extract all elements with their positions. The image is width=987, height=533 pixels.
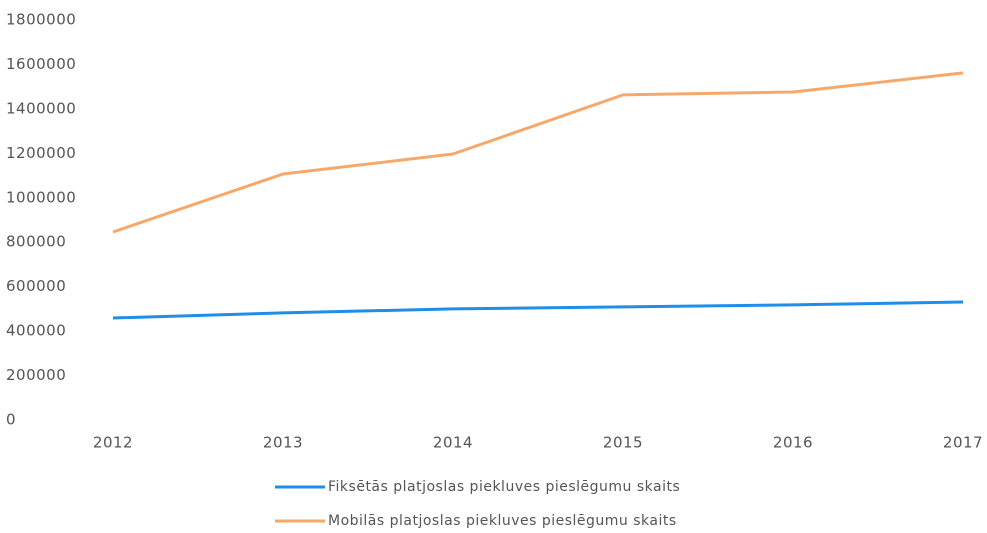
- x-tick-label: 2016: [773, 434, 813, 452]
- y-tick-label: 1400000: [6, 99, 76, 117]
- x-tick-label: 2015: [603, 434, 643, 452]
- y-tick-label: 600000: [6, 277, 66, 295]
- legend-label: Mobilās platjoslas piekluves pieslēgumu …: [328, 513, 677, 529]
- x-tick-label: 2017: [943, 434, 983, 452]
- y-tick-label: 1200000: [6, 144, 76, 162]
- y-tick-label: 0: [6, 411, 16, 429]
- series-line: [113, 302, 963, 318]
- y-tick-label: 1600000: [6, 55, 76, 73]
- x-tick-label: 2012: [93, 434, 133, 452]
- y-tick-label: 800000: [6, 233, 66, 251]
- legend-label: Fiksētās platjoslas piekluves pieslēgumu…: [328, 479, 680, 495]
- y-tick-label: 400000: [6, 322, 66, 340]
- x-tick-label: 2014: [433, 434, 473, 452]
- x-tick-label: 2013: [263, 434, 303, 452]
- chart: 0 200000 400000 600000 800000 1000000 1200000 1…: [0, 0, 987, 533]
- series-line: [113, 73, 963, 232]
- y-tick-label: 1800000: [6, 11, 76, 29]
- y-tick-label: 200000: [6, 366, 66, 384]
- y-tick-label: 1000000: [6, 188, 76, 206]
